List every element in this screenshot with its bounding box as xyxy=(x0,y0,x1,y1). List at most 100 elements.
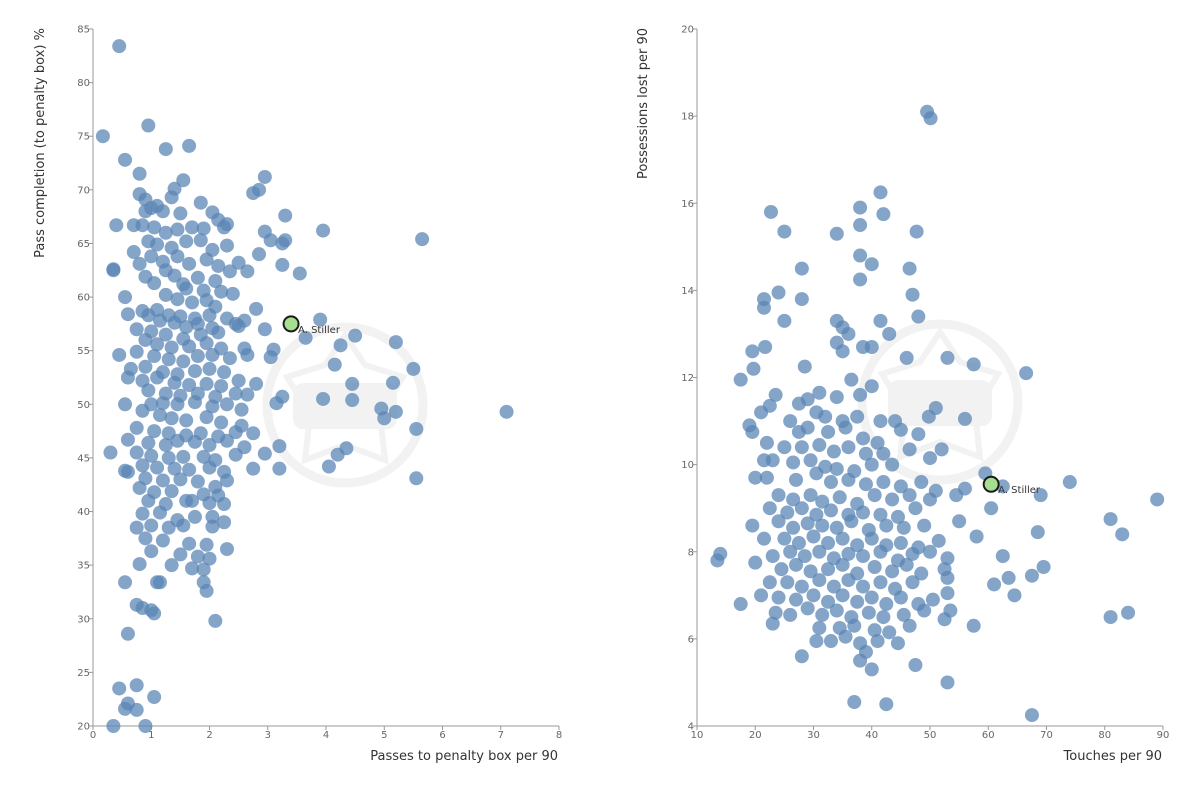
data-point xyxy=(867,488,882,503)
highlight-point-label: A. Stiller xyxy=(298,325,341,336)
data-point xyxy=(879,518,894,533)
data-point xyxy=(185,493,200,508)
data-point xyxy=(345,393,360,408)
data-point xyxy=(856,505,871,520)
chart1-y-tick-label: 80 xyxy=(77,78,90,89)
data-point xyxy=(155,204,170,219)
data-point xyxy=(829,461,844,476)
data-point xyxy=(821,594,836,609)
data-point xyxy=(144,518,159,533)
data-point xyxy=(853,218,868,233)
data-point xyxy=(231,373,246,388)
data-point xyxy=(864,662,879,677)
data-point xyxy=(768,387,783,402)
data-point xyxy=(196,449,211,464)
chart1-y-tick-label: 45 xyxy=(77,453,90,464)
data-point xyxy=(152,408,167,423)
data-point xyxy=(179,320,194,335)
data-point xyxy=(152,505,167,520)
data-point xyxy=(222,351,237,366)
data-point xyxy=(158,327,173,342)
data-point xyxy=(765,616,780,631)
data-point xyxy=(850,409,865,424)
data-point xyxy=(205,399,220,414)
data-point xyxy=(138,359,153,374)
data-point xyxy=(205,519,220,534)
chart1-y-tick-label: 60 xyxy=(77,293,90,304)
data-point xyxy=(167,461,182,476)
data-point xyxy=(765,549,780,564)
data-point xyxy=(141,383,156,398)
data-point xyxy=(388,404,403,419)
data-point xyxy=(812,620,827,635)
data-point xyxy=(923,544,937,559)
data-point xyxy=(120,432,135,447)
data-point xyxy=(754,405,769,420)
data-point xyxy=(748,555,763,570)
chart1-y-tick-label: 75 xyxy=(77,132,90,143)
data-point xyxy=(176,354,191,369)
data-point xyxy=(240,347,255,362)
data-point xyxy=(263,350,278,365)
chart1-y-tick-label: 25 xyxy=(77,668,90,679)
data-point xyxy=(762,575,777,590)
data-point xyxy=(147,690,162,705)
chart1-x-tick-label: 8 xyxy=(556,730,562,741)
data-point xyxy=(853,248,868,263)
data-point xyxy=(791,536,806,551)
data-point xyxy=(940,570,955,585)
data-point xyxy=(147,220,162,235)
data-point xyxy=(155,533,170,548)
data-point xyxy=(126,245,141,260)
data-point xyxy=(873,544,888,559)
data-point xyxy=(120,307,135,322)
data-point xyxy=(187,434,202,449)
data-point xyxy=(882,326,897,341)
data-point xyxy=(120,626,135,641)
data-point xyxy=(158,287,173,302)
data-point xyxy=(923,492,937,507)
data-point xyxy=(219,238,234,253)
data-point xyxy=(147,349,162,364)
chart2-y-tick-label: 16 xyxy=(681,199,694,210)
data-point xyxy=(771,590,786,605)
chart1-y-tick-label: 65 xyxy=(77,239,90,250)
data-point xyxy=(899,350,914,365)
data-point xyxy=(217,497,232,512)
data-point xyxy=(794,261,809,276)
data-point xyxy=(823,475,838,490)
data-point xyxy=(205,509,220,524)
data-point xyxy=(173,206,188,221)
data-point xyxy=(835,557,850,572)
data-point xyxy=(797,549,812,564)
data-point xyxy=(103,445,118,460)
data-point xyxy=(132,256,147,271)
data-point xyxy=(249,376,264,391)
data-point xyxy=(106,263,121,278)
data-point xyxy=(129,344,144,359)
data-point xyxy=(190,316,205,331)
data-point xyxy=(777,440,792,455)
data-point xyxy=(902,442,917,457)
data-point xyxy=(940,675,955,690)
chart2-x-tick-label: 40 xyxy=(865,730,878,741)
data-point xyxy=(211,258,226,273)
data-point xyxy=(499,404,514,419)
data-point xyxy=(176,173,191,188)
data-point xyxy=(756,300,771,315)
chart2-x-tick-label: 80 xyxy=(1098,730,1111,741)
data-point xyxy=(150,237,165,252)
data-point xyxy=(138,719,153,733)
chart2-x-tick-label: 30 xyxy=(807,730,820,741)
data-point xyxy=(257,169,272,184)
data-point xyxy=(829,603,844,618)
data-point xyxy=(348,328,363,343)
data-point xyxy=(202,438,217,453)
data-point xyxy=(853,387,868,402)
chart1-x-tick-label: 4 xyxy=(323,730,329,741)
chart2-y-tick-label: 20 xyxy=(681,25,694,36)
data-point xyxy=(193,233,208,248)
data-point xyxy=(733,372,748,387)
data-point xyxy=(876,446,891,461)
